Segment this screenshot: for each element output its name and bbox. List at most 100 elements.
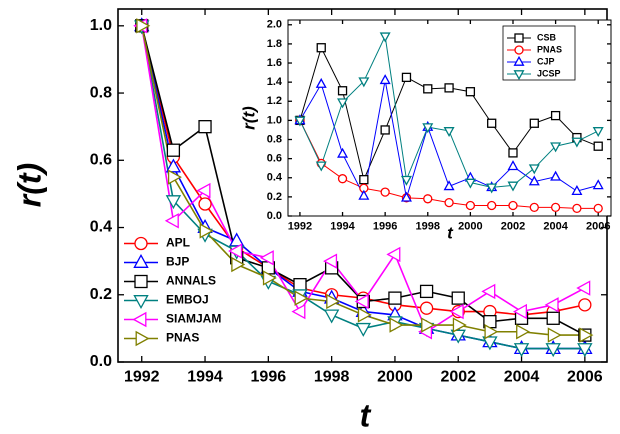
marker — [444, 197, 454, 208]
y-tick-label: 0.2 — [267, 191, 282, 203]
marker — [450, 329, 466, 344]
marker — [419, 301, 434, 315]
marker — [337, 86, 348, 96]
marker — [576, 280, 591, 296]
marker — [388, 291, 402, 305]
y-tick-label: 1.8 — [267, 38, 282, 50]
marker — [165, 158, 182, 173]
legend-marker — [133, 295, 149, 310]
legend-marker — [134, 236, 148, 251]
marker — [484, 324, 499, 340]
x-tick-label: 2002 — [440, 368, 476, 385]
marker — [166, 143, 181, 157]
marker — [419, 284, 434, 299]
x-tick-label: 2004 — [504, 368, 540, 385]
marker — [465, 200, 476, 211]
marker — [544, 297, 559, 313]
legend-label: JCSP — [537, 68, 561, 78]
x-tick-label: 2004 — [543, 220, 568, 232]
marker — [337, 174, 348, 184]
x-tick-label: 2002 — [501, 220, 525, 232]
marker — [578, 298, 592, 312]
marker — [231, 256, 246, 273]
legend-label: APL — [166, 236, 190, 250]
marker — [199, 223, 214, 239]
marker — [443, 127, 455, 138]
marker — [400, 175, 412, 186]
y-tick-label: 1.2 — [267, 95, 282, 107]
marker — [444, 83, 454, 93]
marker — [486, 183, 498, 194]
marker — [291, 303, 306, 320]
x-tick-label: 1996 — [373, 220, 397, 232]
marker — [593, 203, 603, 214]
legend-marker — [513, 70, 525, 81]
marker — [359, 175, 369, 185]
y-tick-label: 0.6 — [267, 153, 282, 165]
marker — [165, 195, 182, 210]
marker — [571, 137, 583, 148]
y-tick-label: 0.2 — [90, 286, 112, 303]
x-axis-title: t — [360, 397, 372, 433]
marker — [198, 120, 212, 134]
marker — [529, 202, 539, 213]
x-tick-label: 1992 — [288, 220, 312, 232]
marker — [512, 303, 527, 320]
marker — [358, 189, 370, 200]
marker — [294, 116, 306, 127]
y-tick-label: 2.0 — [267, 19, 282, 31]
y-tick-label: 0.0 — [90, 353, 112, 370]
marker — [198, 197, 212, 211]
marker — [337, 98, 349, 109]
marker — [529, 118, 539, 128]
marker — [507, 160, 519, 171]
marker — [421, 317, 436, 333]
marker — [323, 309, 340, 324]
marker — [546, 311, 560, 325]
marker — [293, 278, 307, 292]
y-tick-label: 1.6 — [267, 57, 282, 69]
marker — [550, 142, 562, 153]
x-tick-label: 1992 — [124, 368, 160, 385]
marker — [422, 123, 434, 134]
marker — [136, 18, 151, 34]
y-tick-label: 1.4 — [267, 76, 283, 88]
x-tick-label: 1994 — [187, 368, 223, 385]
marker — [507, 181, 519, 192]
marker — [354, 293, 369, 310]
legend-label: PNAS — [166, 331, 199, 345]
legend-marker — [135, 330, 150, 347]
marker — [487, 118, 497, 128]
marker — [262, 270, 277, 286]
marker — [545, 343, 561, 358]
marker — [315, 77, 327, 88]
marker — [550, 202, 561, 213]
marker — [528, 164, 540, 175]
marker — [357, 307, 372, 323]
marker — [379, 74, 391, 85]
legend-marker — [134, 274, 148, 289]
marker — [380, 187, 390, 197]
marker — [464, 178, 476, 189]
marker — [380, 125, 390, 135]
marker — [547, 327, 562, 343]
x-tick-label: 2006 — [567, 368, 603, 385]
x-tick-label: 1994 — [330, 220, 355, 232]
legend-label: PNAS — [537, 44, 562, 54]
marker — [164, 213, 179, 229]
marker — [451, 291, 465, 305]
marker — [482, 336, 498, 351]
marker — [323, 253, 338, 269]
marker — [423, 194, 433, 204]
marker — [386, 246, 401, 263]
marker — [550, 170, 562, 181]
y-tick-label: 0.6 — [90, 152, 112, 169]
marker — [389, 317, 404, 333]
marker — [481, 283, 496, 300]
marker — [516, 324, 531, 340]
marker — [550, 110, 561, 121]
x-axis-title: t — [447, 223, 454, 242]
marker — [579, 327, 594, 343]
marker — [528, 175, 540, 186]
